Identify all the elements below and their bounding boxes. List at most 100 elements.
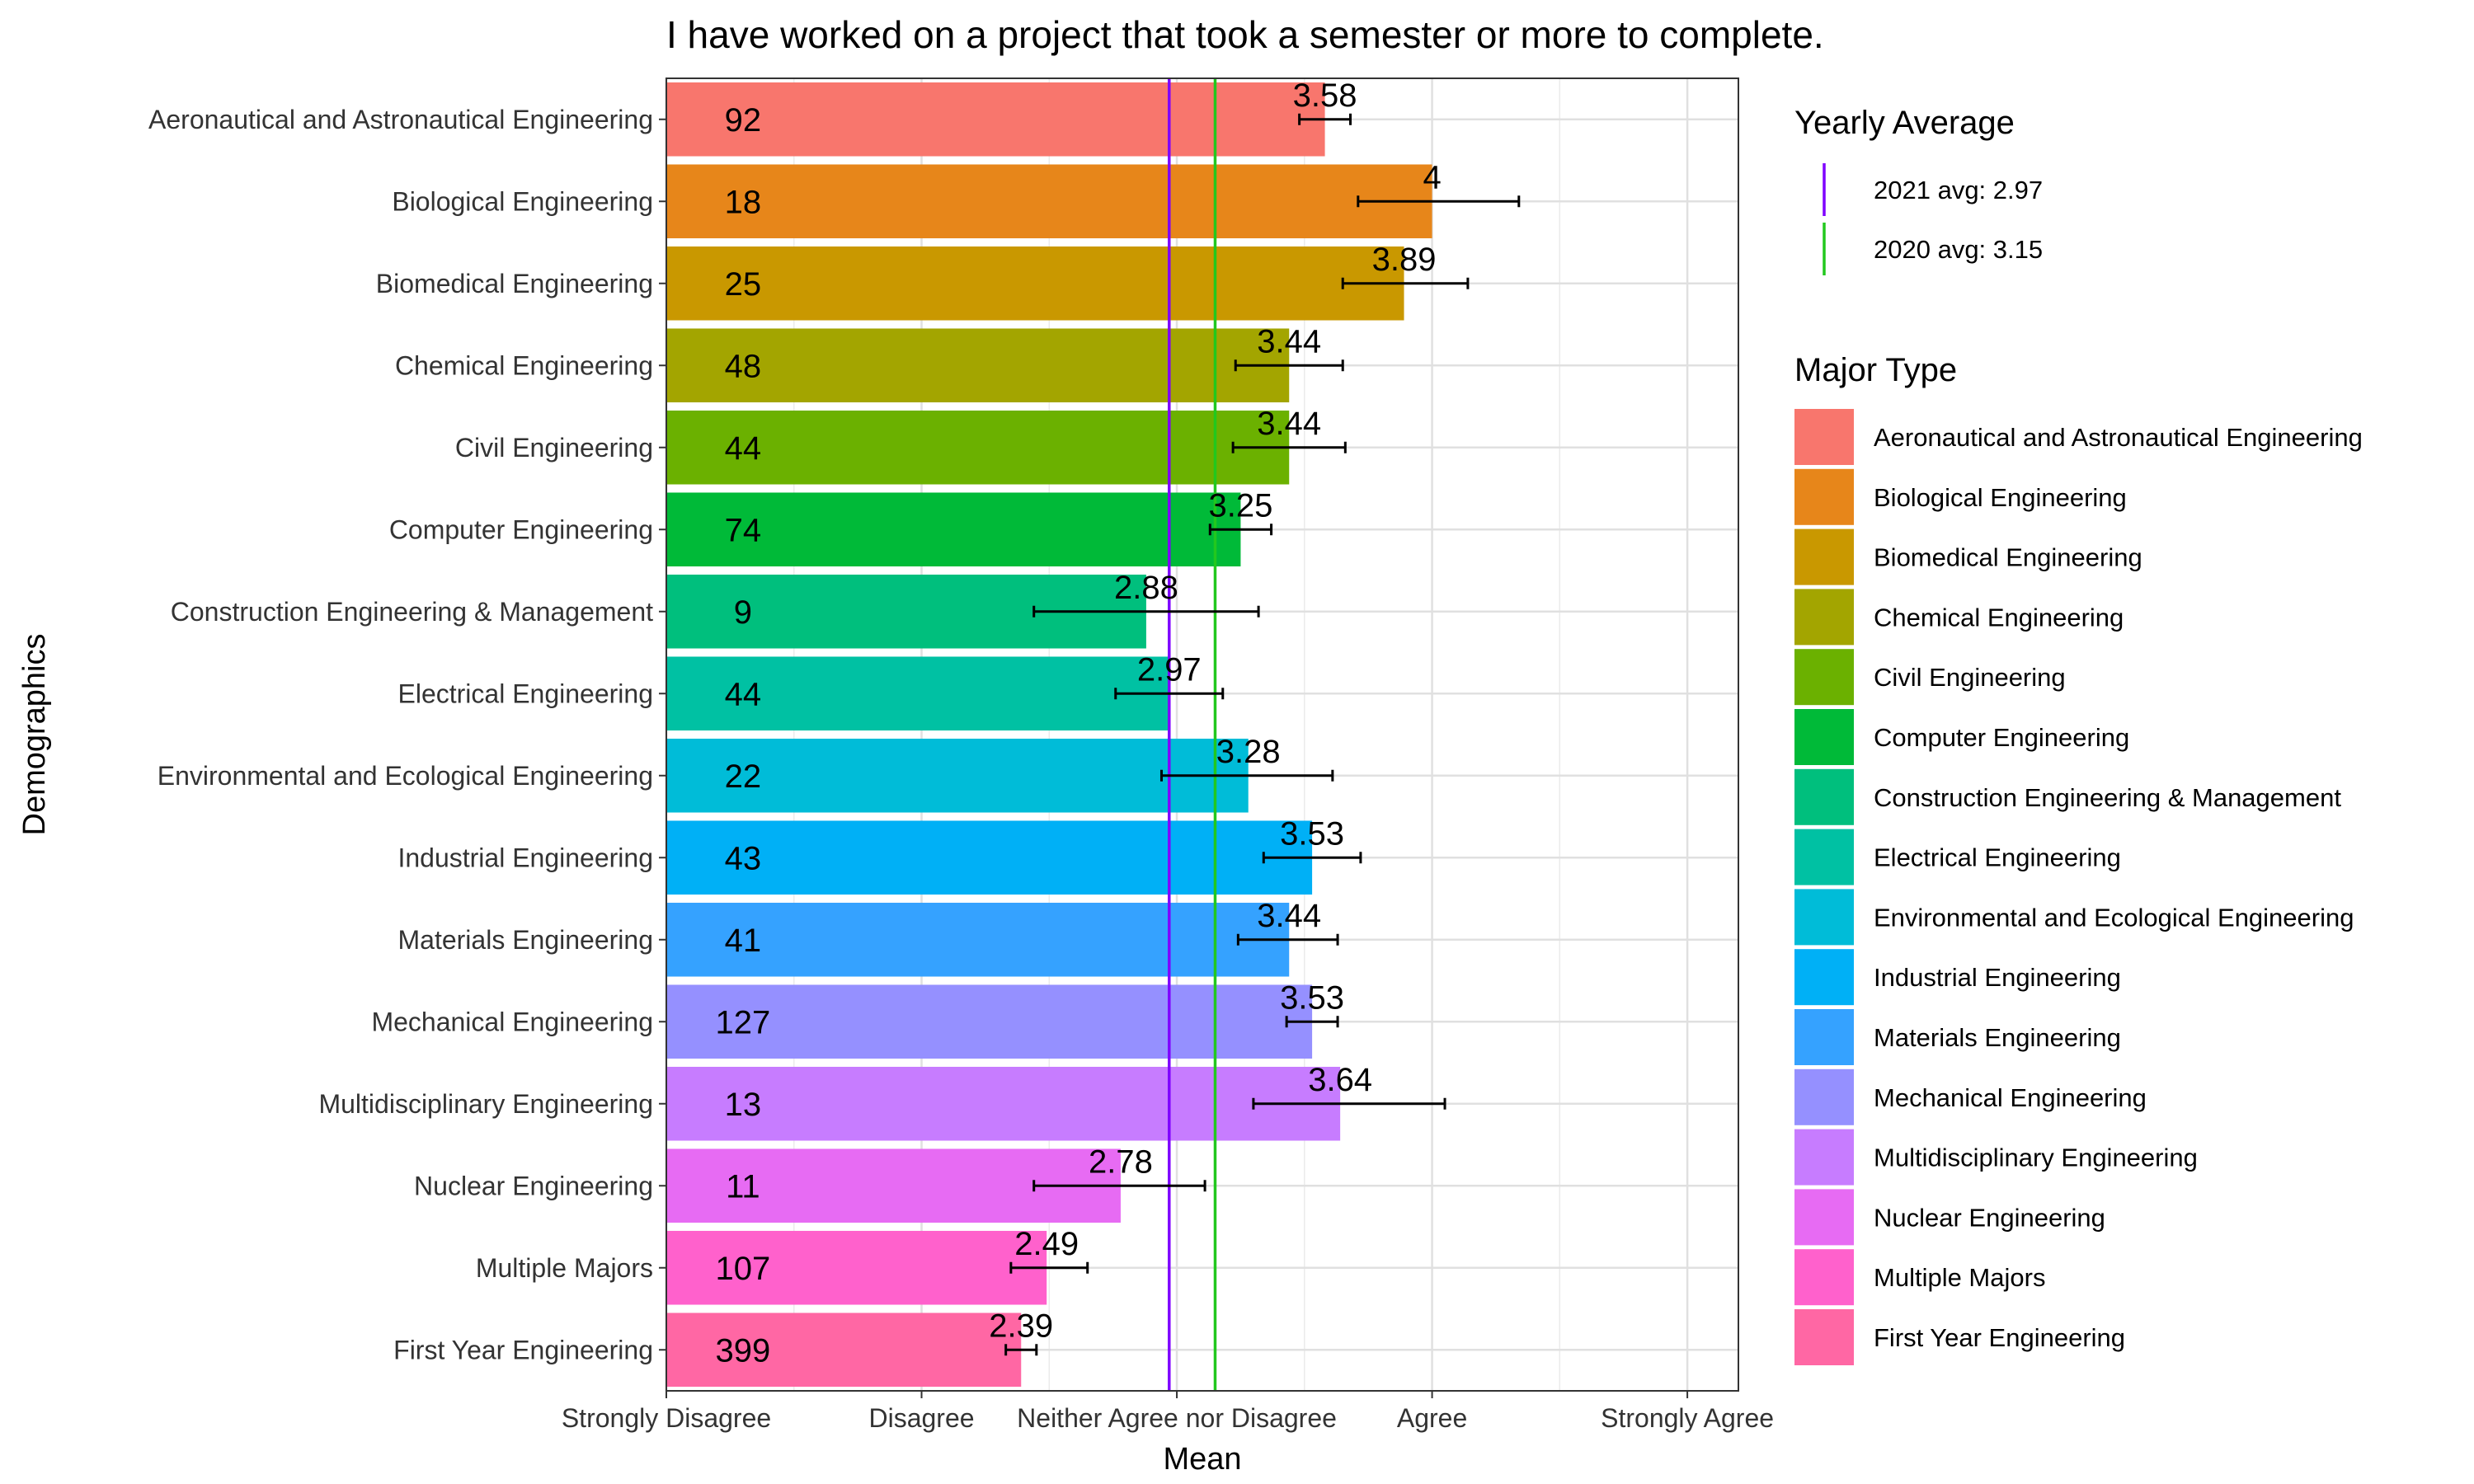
count-label: 107	[715, 1251, 770, 1287]
x-tick-label: Neither Agree nor Disagree	[1017, 1403, 1337, 1433]
legend-label: Environmental and Ecological Engineering	[1874, 903, 2354, 932]
legend-swatch	[1794, 1189, 1854, 1246]
value-label: 2.39	[989, 1308, 1053, 1344]
count-label: 74	[725, 512, 762, 548]
reference-lines	[1168, 78, 1217, 1391]
value-label: 3.64	[1308, 1062, 1372, 1098]
legend-label: Construction Engineering & Management	[1874, 783, 2341, 812]
count-label: 399	[715, 1332, 770, 1369]
chart-title: I have worked on a project that took a s…	[666, 13, 1824, 56]
plot-panel-border	[666, 77, 1739, 1392]
legend-label: Multiple Majors	[1874, 1263, 2045, 1292]
value-label: 3.44	[1257, 406, 1321, 442]
legend-swatch	[1794, 589, 1854, 646]
x-axis-title: Mean	[1163, 1442, 1241, 1477]
count-label: 13	[725, 1087, 762, 1123]
bar	[666, 902, 1290, 977]
y-axis-categories: Aeronautical and Astronautical Engineeri…	[148, 105, 666, 1364]
y-axis-title: Demographics	[17, 634, 52, 836]
count-label: 48	[725, 348, 762, 384]
legend-label: Chemical Engineering	[1874, 603, 2124, 632]
count-label: 9	[734, 594, 752, 631]
count-label: 44	[725, 676, 762, 712]
value-label: 2.88	[1114, 570, 1178, 606]
value-label: 2.49	[1014, 1226, 1079, 1262]
y-category-label: Aeronautical and Astronautical Engineeri…	[148, 105, 653, 134]
y-category-label: Mechanical Engineering	[371, 1007, 653, 1036]
x-tick-label: Disagree	[868, 1403, 974, 1433]
legend-swatch	[1794, 468, 1854, 525]
y-category-label: Computer Engineering	[389, 514, 653, 544]
value-label: 3.58	[1293, 77, 1357, 114]
y-category-label: Multiple Majors	[476, 1253, 653, 1283]
y-category-label: Civil Engineering	[455, 433, 653, 463]
count-label: 44	[725, 430, 762, 467]
legend-swatch	[1794, 1009, 1854, 1065]
legend-line-label: 2021 avg: 2.97	[1874, 176, 2043, 204]
count-label: 127	[715, 1004, 770, 1040]
y-category-label: Chemical Engineering	[395, 350, 653, 380]
y-category-label: First Year Engineering	[393, 1335, 653, 1364]
x-axis-ticks: Strongly Disagree Disagree Neither Agree n…	[562, 1391, 1774, 1433]
value-label: 3.89	[1372, 242, 1437, 278]
y-category-label: Environmental and Ecological Engineering	[158, 761, 653, 791]
legend-swatch	[1794, 1309, 1854, 1365]
bar	[666, 328, 1290, 403]
legend-label: Mechanical Engineering	[1874, 1083, 2147, 1112]
count-label: 25	[725, 266, 762, 303]
bar	[666, 410, 1290, 485]
legend-label: Nuclear Engineering	[1874, 1203, 2105, 1232]
legend-title-yearly-average: Yearly Average	[1794, 105, 2015, 141]
legend-swatch	[1794, 649, 1854, 706]
count-label: 41	[725, 923, 762, 959]
legend-line-label: 2020 avg: 3.15	[1874, 235, 2043, 264]
count-label: 22	[725, 758, 762, 795]
legend-label: Biomedical Engineering	[1874, 543, 2142, 572]
y-category-label: Materials Engineering	[398, 925, 654, 955]
count-label: 92	[725, 102, 762, 139]
value-label: 2.97	[1137, 651, 1202, 688]
y-category-label: Industrial Engineering	[397, 843, 653, 872]
bar	[666, 738, 1249, 813]
legend-swatch	[1794, 1068, 1854, 1125]
legend-label: First Year Engineering	[1874, 1323, 2125, 1352]
legend-swatch	[1794, 409, 1854, 465]
y-category-label: Nuclear Engineering	[414, 1171, 653, 1200]
legend-swatch	[1794, 528, 1854, 585]
bar	[666, 656, 1169, 731]
y-category-label: Biomedical Engineering	[376, 269, 653, 298]
count-label: 11	[726, 1168, 760, 1205]
legend-label: Electrical Engineering	[1874, 843, 2121, 872]
legend-swatch	[1794, 889, 1854, 946]
legend-swatch	[1794, 768, 1854, 825]
legend-swatch	[1794, 709, 1854, 765]
count-label: 18	[725, 184, 762, 220]
legend-swatch	[1794, 1129, 1854, 1186]
x-tick-label: Strongly Agree	[1601, 1403, 1774, 1433]
bar	[666, 246, 1404, 321]
x-tick-label: Agree	[1397, 1403, 1467, 1433]
legend: Yearly Average 2021 avg: 2.97 2020 avg: 3.…	[1794, 105, 2363, 1365]
legend-label: Materials Engineering	[1874, 1023, 2121, 1052]
legend-label: Multidisciplinary Engineering	[1874, 1144, 2198, 1172]
legend-label: Industrial Engineering	[1874, 963, 2121, 992]
y-category-label: Multidisciplinary Engineering	[318, 1089, 653, 1119]
bar	[666, 1066, 1341, 1141]
y-category-label: Biological Engineering	[392, 186, 653, 216]
value-label: 3.25	[1208, 487, 1272, 524]
y-category-label: Electrical Engineering	[398, 679, 654, 708]
legend-label: Computer Engineering	[1874, 723, 2129, 752]
legend-label: Aeronautical and Astronautical Engineeri…	[1874, 423, 2363, 452]
bar	[666, 82, 1325, 157]
legend-title-major-type: Major Type	[1794, 352, 1957, 388]
bar	[666, 1313, 1022, 1388]
bar	[666, 164, 1432, 239]
count-label: 43	[725, 840, 762, 876]
bar	[666, 1230, 1047, 1305]
x-tick-label: Strongly Disagree	[562, 1403, 771, 1433]
legend-label: Civil Engineering	[1874, 663, 2066, 692]
value-label: 3.28	[1216, 734, 1281, 770]
legend-swatch	[1794, 829, 1854, 885]
value-label: 4	[1423, 159, 1441, 195]
